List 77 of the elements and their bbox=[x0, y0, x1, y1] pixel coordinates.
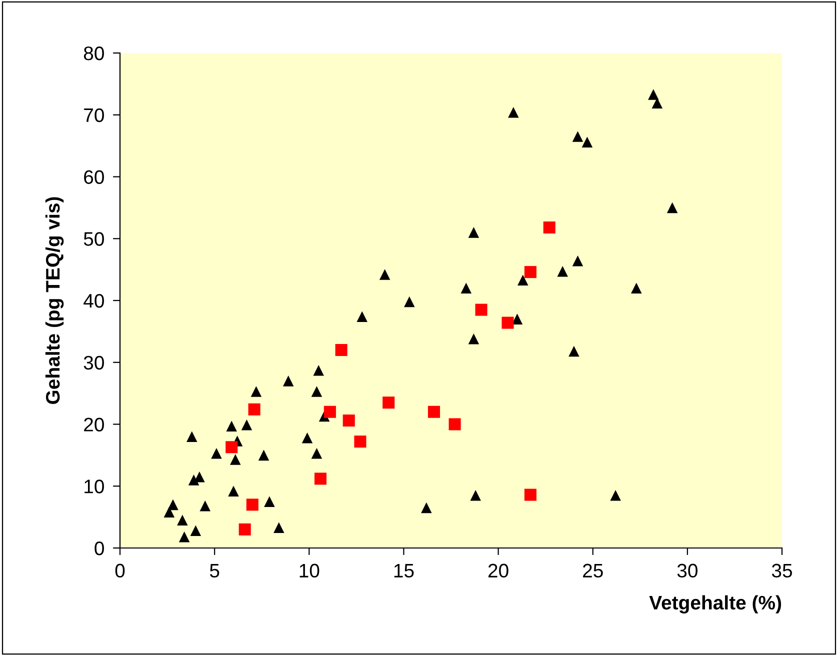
point bbox=[194, 471, 205, 482]
point bbox=[311, 386, 322, 397]
point bbox=[508, 107, 519, 118]
point bbox=[502, 316, 514, 329]
y-tick-label: 60 bbox=[84, 170, 104, 184]
point bbox=[274, 522, 284, 533]
x-tick-label: 0 bbox=[115, 564, 125, 578]
point bbox=[428, 406, 440, 418]
point bbox=[258, 450, 270, 461]
point bbox=[324, 406, 336, 418]
point bbox=[178, 531, 190, 542]
point bbox=[524, 266, 536, 278]
point bbox=[342, 414, 355, 427]
point bbox=[177, 514, 188, 526]
point bbox=[610, 490, 621, 501]
point bbox=[572, 131, 584, 142]
point bbox=[200, 500, 210, 512]
x-tick-label: 25 bbox=[583, 564, 603, 578]
point bbox=[582, 136, 593, 148]
point bbox=[470, 490, 481, 501]
point bbox=[250, 386, 262, 397]
point bbox=[264, 496, 275, 507]
point bbox=[226, 420, 237, 432]
point bbox=[226, 441, 238, 454]
point bbox=[517, 274, 528, 286]
point bbox=[335, 344, 348, 356]
point bbox=[186, 431, 198, 442]
x-tick-label: 10 bbox=[300, 564, 320, 578]
point bbox=[190, 525, 202, 536]
y-tick-label: 50 bbox=[84, 232, 104, 246]
point bbox=[241, 419, 252, 430]
point bbox=[211, 448, 222, 459]
point bbox=[379, 269, 390, 280]
x-tick-label: 30 bbox=[677, 564, 698, 578]
point bbox=[421, 502, 432, 514]
point bbox=[228, 486, 239, 496]
point bbox=[382, 396, 395, 409]
y-tick-label: 20 bbox=[84, 418, 104, 432]
y-tick-label: 70 bbox=[84, 108, 104, 122]
point bbox=[356, 311, 368, 322]
point bbox=[246, 498, 258, 511]
point bbox=[314, 472, 327, 485]
point bbox=[475, 304, 488, 316]
y-tick-label: 30 bbox=[84, 356, 104, 370]
point bbox=[524, 488, 536, 501]
point bbox=[572, 256, 584, 266]
point bbox=[648, 89, 659, 100]
point bbox=[468, 333, 480, 344]
x-tick-label: 15 bbox=[394, 564, 414, 578]
point bbox=[568, 346, 580, 357]
point bbox=[666, 202, 678, 214]
point bbox=[354, 436, 366, 448]
point bbox=[230, 454, 241, 465]
x-tick-label: 35 bbox=[772, 564, 792, 578]
point bbox=[313, 365, 324, 376]
y-tick-label: 40 bbox=[84, 294, 104, 308]
point bbox=[188, 474, 200, 486]
point bbox=[448, 418, 461, 430]
point bbox=[543, 221, 556, 234]
point bbox=[238, 523, 251, 536]
y-tick-label: 80 bbox=[84, 46, 104, 60]
point bbox=[302, 432, 313, 444]
point bbox=[468, 227, 480, 238]
point bbox=[168, 499, 178, 510]
point bbox=[404, 296, 415, 308]
y-axis-title: Gehalte (pg TEQ/g vis) bbox=[45, 197, 64, 404]
point bbox=[630, 282, 642, 294]
point bbox=[557, 266, 568, 277]
point bbox=[248, 403, 260, 416]
point bbox=[282, 376, 294, 386]
point bbox=[460, 282, 472, 294]
y-tick-label: 0 bbox=[94, 541, 104, 556]
x-tick-label: 20 bbox=[488, 564, 508, 578]
point bbox=[311, 448, 322, 459]
x-axis-title: Vetgehalte (%) bbox=[649, 595, 782, 614]
y-tick-label: 10 bbox=[84, 480, 104, 494]
x-tick-label: 5 bbox=[210, 564, 220, 578]
